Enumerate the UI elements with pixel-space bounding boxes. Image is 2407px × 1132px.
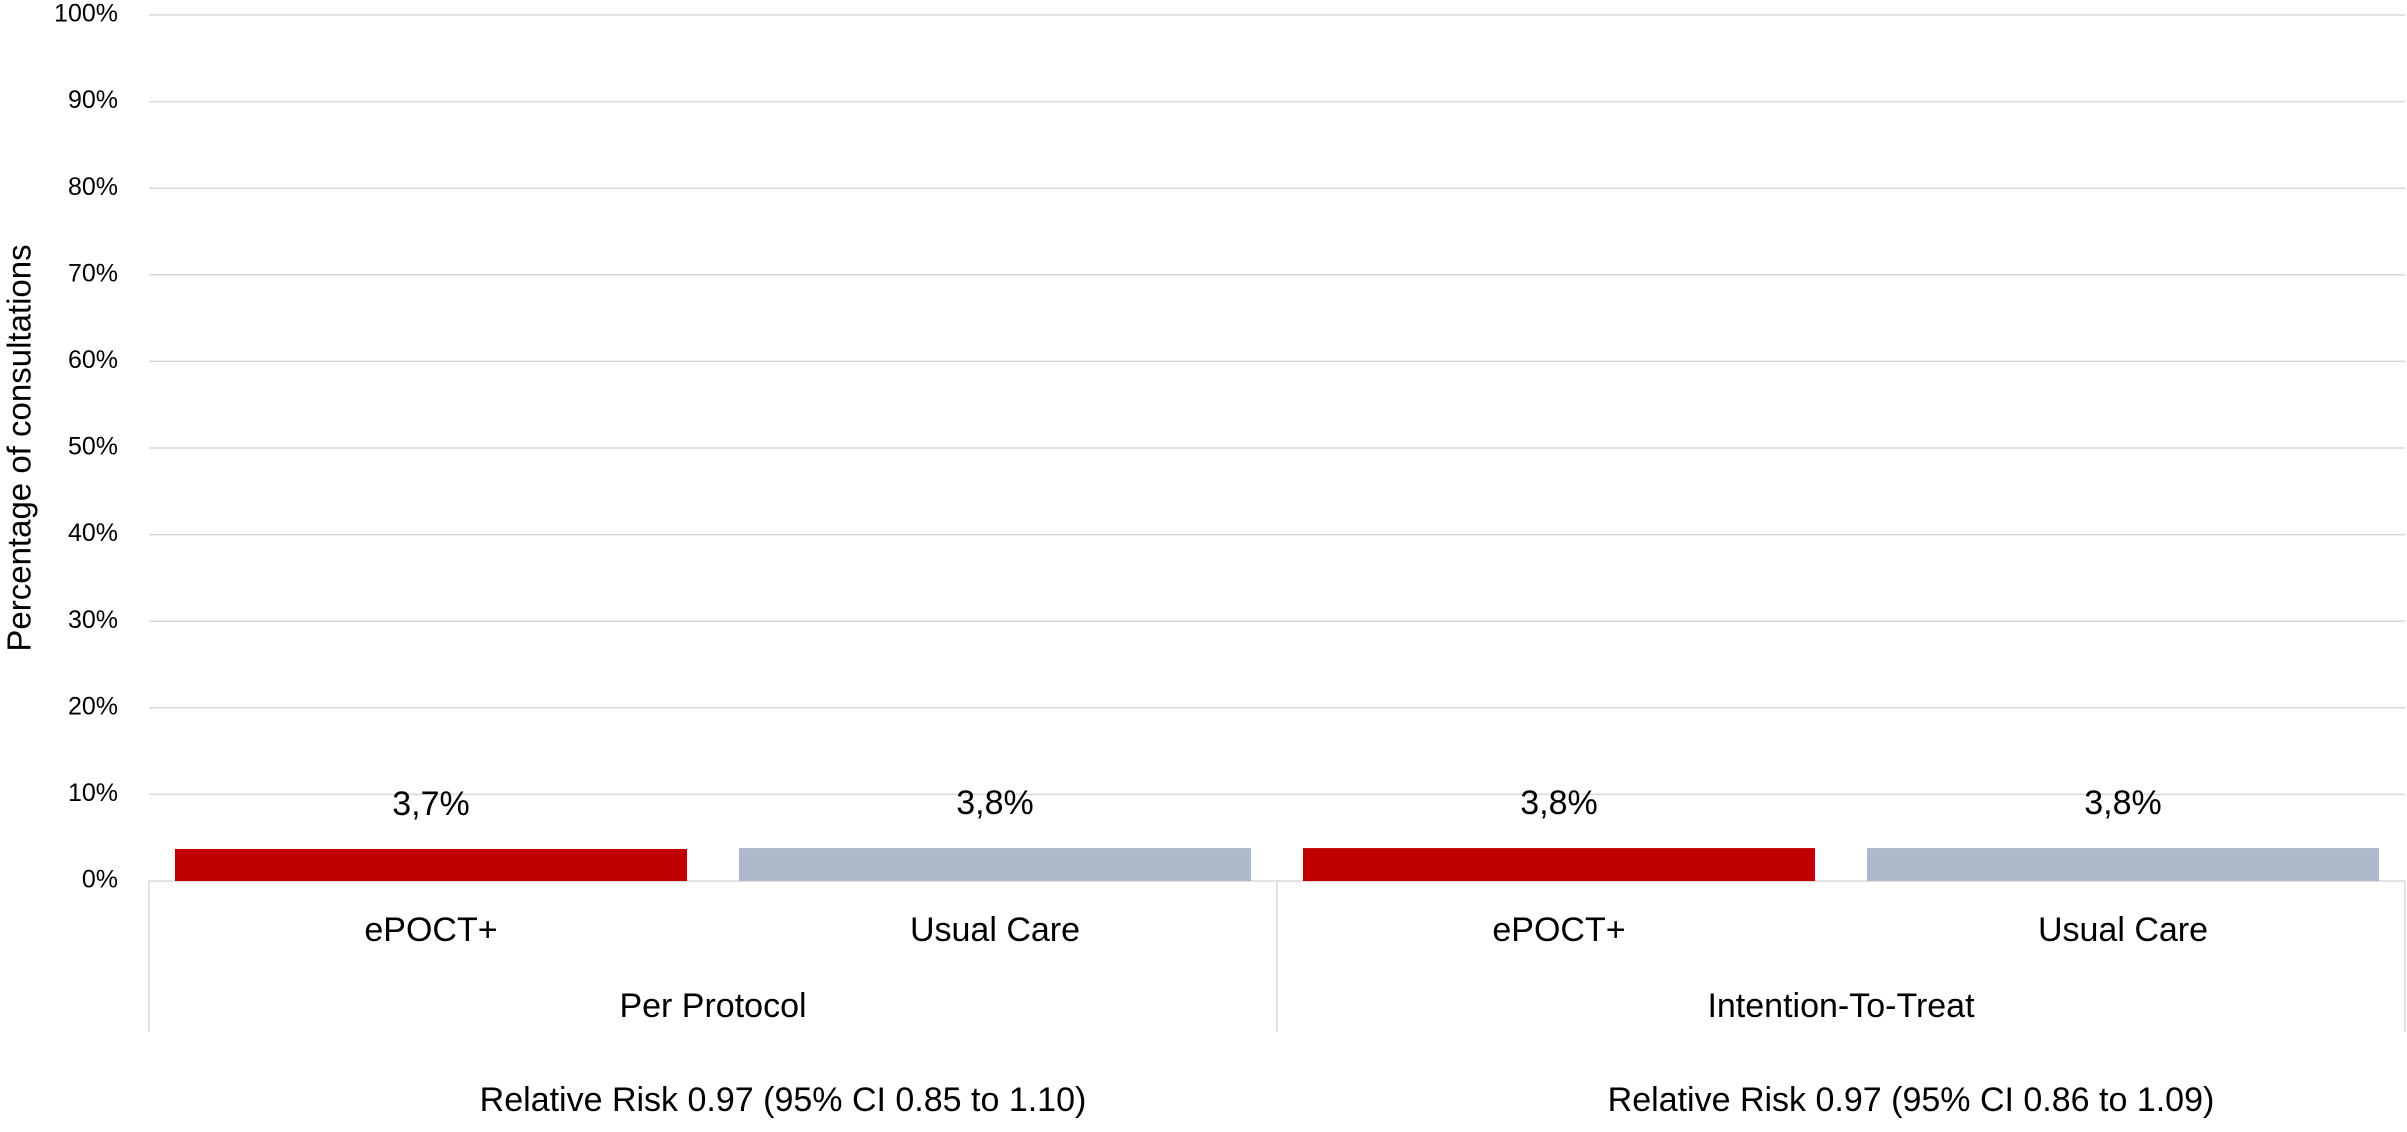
data-label: 3,8% [1520, 784, 1598, 822]
data-label: 3,8% [956, 784, 1034, 822]
group-label: Intention-To-Treat [1707, 987, 1975, 1025]
y-tick-label: 40% [68, 519, 118, 547]
bar [1302, 848, 1816, 881]
bar [738, 848, 1252, 881]
category-label: Usual Care [910, 911, 1080, 949]
data-label: 3,8% [2084, 784, 2162, 822]
category-label: Usual Care [2038, 911, 2208, 949]
y-tick-label: 70% [68, 259, 118, 287]
category-label: ePOCT+ [364, 911, 497, 949]
bar [174, 848, 688, 881]
data-label: 3,7% [392, 785, 470, 823]
y-axis-title: Percentage of consultations [1, 244, 38, 651]
y-tick-label: 100% [54, 0, 118, 28]
annotation: Relative Risk 0.97 (95% CI 0.86 to 1.09) [1608, 1081, 2215, 1119]
group-label: Per Protocol [619, 987, 806, 1025]
y-tick-label: 90% [68, 86, 118, 114]
y-tick-label: 50% [68, 433, 118, 461]
y-tick-label: 10% [68, 779, 118, 807]
annotation: Relative Risk 0.97 (95% CI 0.85 to 1.10) [480, 1081, 1087, 1119]
y-tick-label: 0% [82, 866, 118, 894]
y-tick-label: 60% [68, 346, 118, 374]
bar [1866, 848, 2380, 881]
category-label: ePOCT+ [1492, 911, 1625, 949]
y-tick-label: 80% [68, 173, 118, 201]
y-tick-label: 30% [68, 606, 118, 634]
y-tick-label: 20% [68, 692, 118, 720]
